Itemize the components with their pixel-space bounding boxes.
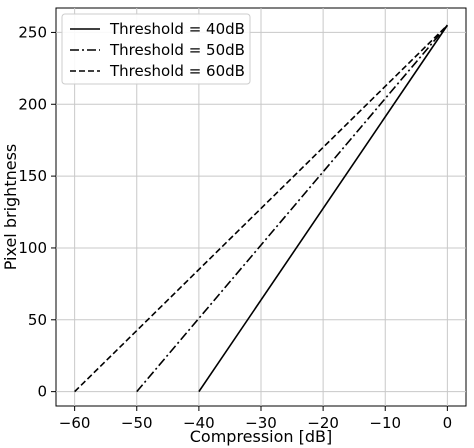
y-tick-label: 0 [37, 383, 47, 401]
y-tick-label: 150 [18, 167, 47, 185]
x-axis-ticks: −60 −50 −40 −30 −20 −10 0 [59, 406, 452, 432]
x-tick-label: −60 [59, 414, 91, 432]
y-tick-label: 50 [28, 311, 47, 329]
x-tick-label: −50 [121, 414, 153, 432]
y-axis-label: Pixel brightness [1, 144, 20, 271]
y-tick-label: 250 [18, 23, 47, 41]
series-line-2 [74, 24, 448, 393]
x-tick-label: −10 [369, 414, 401, 432]
series-line-0 [198, 24, 449, 393]
x-tick-label: −40 [183, 414, 215, 432]
legend-box [61, 13, 251, 85]
legend-label-1: Threshold = 50dB [109, 41, 245, 59]
legend: Threshold = 40dB Threshold = 50dB Threshol… [61, 13, 251, 85]
y-tick-label: 100 [18, 239, 47, 257]
y-axis-ticks: 0 50 100 150 200 250 [18, 23, 56, 401]
x-tick-label: −20 [307, 414, 339, 432]
x-tick-label: −30 [245, 414, 277, 432]
x-tick-label: 0 [443, 414, 453, 432]
series-lines [74, 24, 449, 393]
y-tick-label: 200 [18, 95, 47, 113]
legend-label-2: Threshold = 60dB [109, 62, 245, 80]
series-line-1 [136, 24, 448, 393]
legend-label-0: Threshold = 40dB [109, 20, 245, 38]
x-axis-label: Compression [dB] [190, 427, 333, 446]
